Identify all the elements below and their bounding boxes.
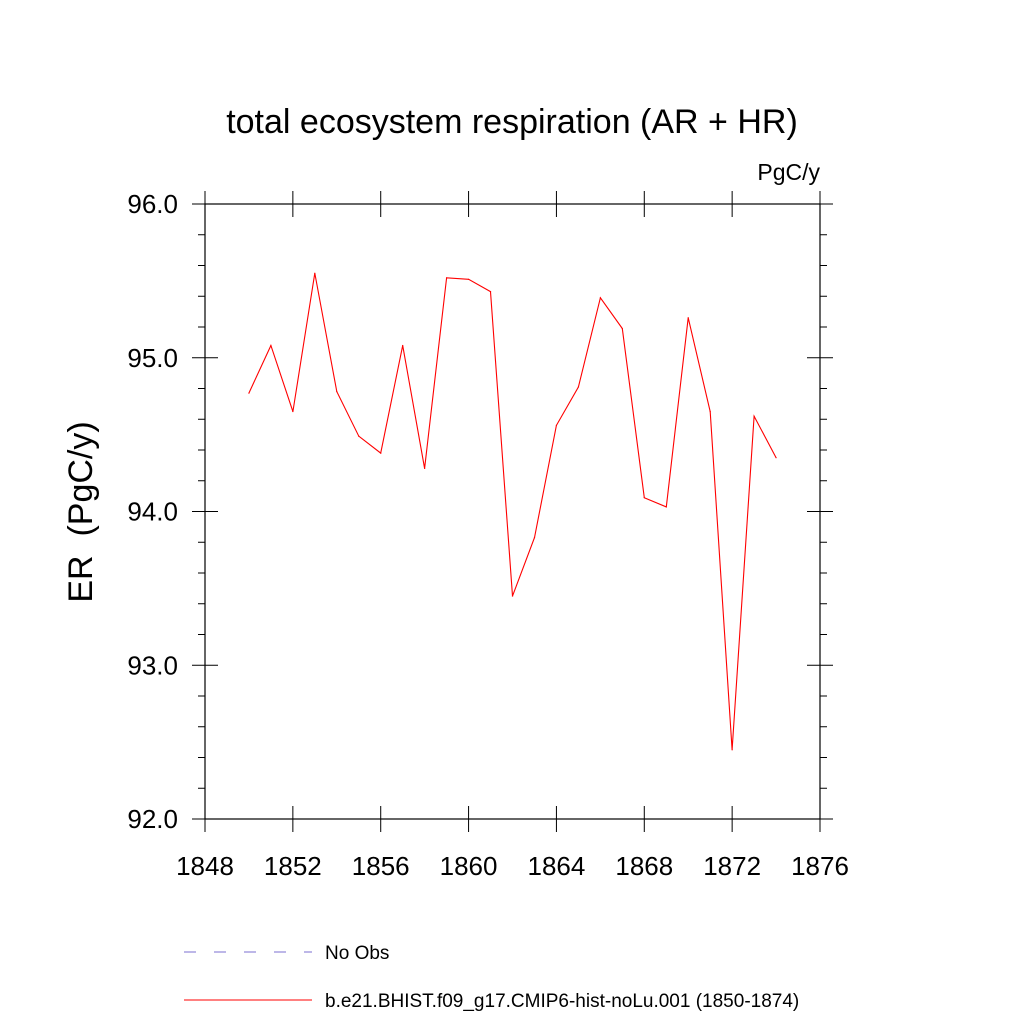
y-tick-label: 96.0 [127, 189, 178, 219]
axis-tick-labels: 1848 1852 1856 1860 1864 1868 1872 1876 92.0 93.0… [127, 189, 849, 881]
y-tick-label: 93.0 [127, 650, 178, 680]
y-tick-label: 94.0 [127, 497, 178, 527]
data-point [687, 317, 689, 319]
chart-title: total ecosystem respiration (AR + HR) [226, 103, 798, 141]
series-line [248, 273, 777, 750]
plot-frame [204, 203, 821, 820]
x-tick-label: 1868 [615, 851, 673, 881]
data-point [358, 435, 360, 437]
data-point [665, 506, 667, 508]
data-point [643, 497, 645, 499]
data-point [511, 595, 514, 597]
data-point [753, 415, 755, 417]
data-point [402, 344, 404, 347]
data-point [314, 272, 316, 274]
x-tick-label: 1864 [528, 851, 586, 881]
data-point [424, 467, 426, 470]
data-point [709, 410, 711, 413]
data-point [248, 392, 250, 394]
data-point [467, 278, 470, 280]
data-point [292, 410, 294, 413]
data-point [489, 291, 492, 293]
series-lines [248, 272, 777, 751]
data-point [577, 386, 579, 388]
x-tick-label: 1856 [352, 851, 410, 881]
data-point [336, 390, 338, 393]
data-point [380, 452, 382, 454]
legend-label-0: No Obs [325, 943, 389, 964]
legend-label-1: b.e21.BHIST.f09_g17.CMIP6-hist-noLu.001 … [325, 991, 799, 1012]
data-point [555, 424, 558, 426]
units-label: PgC/y [757, 159, 820, 185]
data-point [446, 277, 448, 279]
x-tick-label: 1848 [176, 851, 234, 881]
y-tick-label: 95.0 [127, 343, 178, 373]
x-tick-label: 1860 [440, 851, 498, 881]
x-tick-label: 1876 [791, 851, 849, 881]
x-tick-label: 1872 [703, 851, 761, 881]
data-point [775, 457, 777, 459]
data-point [533, 537, 536, 539]
y-tick-label: 92.0 [127, 804, 178, 834]
x-tick-label: 1852 [264, 851, 322, 881]
legend: No Obs b.e21.BHIST.f09_g17.CMIP6-hist-noL… [184, 943, 799, 1012]
axis-ticks [192, 191, 833, 832]
y-axis-label: ER (PgC/y) [62, 421, 100, 602]
data-point [621, 327, 623, 330]
data-point [270, 344, 272, 347]
data-point [731, 749, 733, 751]
data-point [599, 297, 601, 299]
